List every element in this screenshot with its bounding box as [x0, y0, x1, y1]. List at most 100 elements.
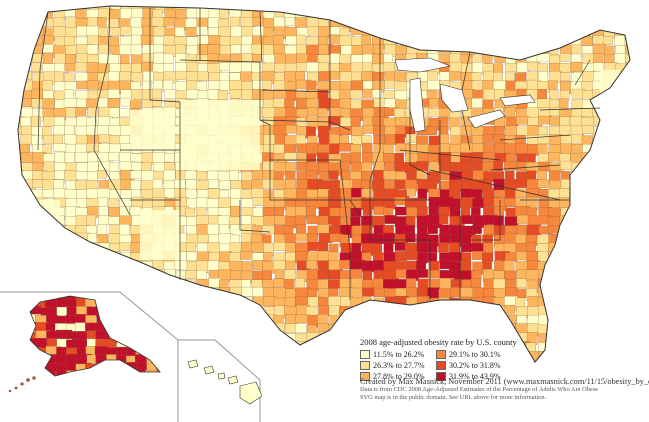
county — [340, 188, 352, 200]
county — [593, 234, 603, 243]
county — [206, 306, 219, 318]
county — [384, 306, 397, 316]
county — [638, 315, 649, 326]
county — [263, 252, 273, 262]
county — [603, 216, 616, 230]
legend-item: 27.8% to 29.0% — [360, 372, 432, 381]
borough — [66, 379, 76, 392]
county — [516, 315, 527, 325]
county — [592, 197, 603, 206]
borough — [126, 314, 137, 324]
county — [384, 8, 398, 19]
county — [42, 287, 56, 299]
county — [153, 350, 164, 362]
county — [285, 242, 296, 254]
county — [21, 44, 35, 54]
legend-item: 31.9% to 43.9% — [436, 372, 516, 381]
county — [450, 287, 461, 297]
county — [559, 297, 570, 307]
county — [570, 62, 583, 72]
county — [516, 288, 527, 298]
county — [274, 351, 290, 362]
county — [251, 315, 264, 325]
county — [569, 279, 582, 290]
county — [207, 6, 221, 10]
county — [350, 207, 362, 217]
county — [593, 296, 607, 310]
county — [274, 206, 284, 216]
county — [625, 117, 630, 129]
county — [230, 205, 241, 218]
county — [296, 34, 306, 46]
county — [108, 369, 120, 380]
county — [32, 360, 46, 362]
county — [165, 370, 176, 380]
county — [217, 351, 231, 362]
county — [571, 178, 583, 189]
county — [525, 17, 538, 27]
county — [97, 197, 108, 207]
county — [438, 6, 450, 11]
borough — [96, 298, 108, 310]
county — [625, 305, 630, 315]
county — [614, 206, 625, 219]
county — [153, 340, 165, 353]
county — [21, 278, 31, 288]
county — [18, 252, 24, 265]
county — [318, 6, 329, 11]
legend-swatch — [360, 361, 370, 370]
borough — [105, 298, 118, 310]
county — [560, 9, 574, 21]
county — [394, 34, 410, 44]
county — [318, 71, 331, 81]
county — [461, 314, 475, 327]
county — [208, 349, 221, 361]
county — [570, 198, 584, 210]
county — [505, 287, 518, 297]
county — [559, 17, 570, 28]
borough — [114, 306, 129, 318]
county — [638, 244, 648, 254]
county — [164, 278, 178, 289]
county — [31, 269, 41, 283]
county — [515, 17, 531, 26]
county — [317, 360, 333, 362]
region-fill — [600, 70, 620, 100]
county — [339, 179, 352, 189]
county — [53, 252, 68, 263]
county — [272, 278, 284, 288]
county — [229, 333, 242, 347]
county — [571, 6, 587, 12]
county — [65, 27, 78, 38]
county — [460, 188, 473, 199]
county — [219, 62, 232, 72]
county — [339, 341, 351, 351]
county — [174, 306, 189, 320]
county — [603, 169, 618, 183]
county — [461, 252, 471, 262]
county — [327, 197, 342, 210]
county — [108, 243, 120, 253]
county — [438, 44, 451, 54]
county — [119, 332, 131, 342]
borough — [115, 322, 129, 336]
county — [362, 287, 376, 297]
county — [604, 135, 617, 149]
county — [208, 296, 220, 309]
county — [637, 116, 649, 125]
county — [86, 62, 100, 74]
county — [285, 162, 297, 172]
county — [97, 170, 107, 179]
county — [140, 35, 154, 47]
county — [240, 342, 254, 357]
county — [571, 162, 585, 171]
county — [327, 296, 342, 308]
county — [638, 225, 649, 237]
county — [548, 27, 559, 37]
county — [580, 269, 593, 280]
county — [406, 322, 419, 334]
county — [130, 44, 142, 56]
county — [121, 369, 132, 379]
county — [86, 261, 98, 275]
